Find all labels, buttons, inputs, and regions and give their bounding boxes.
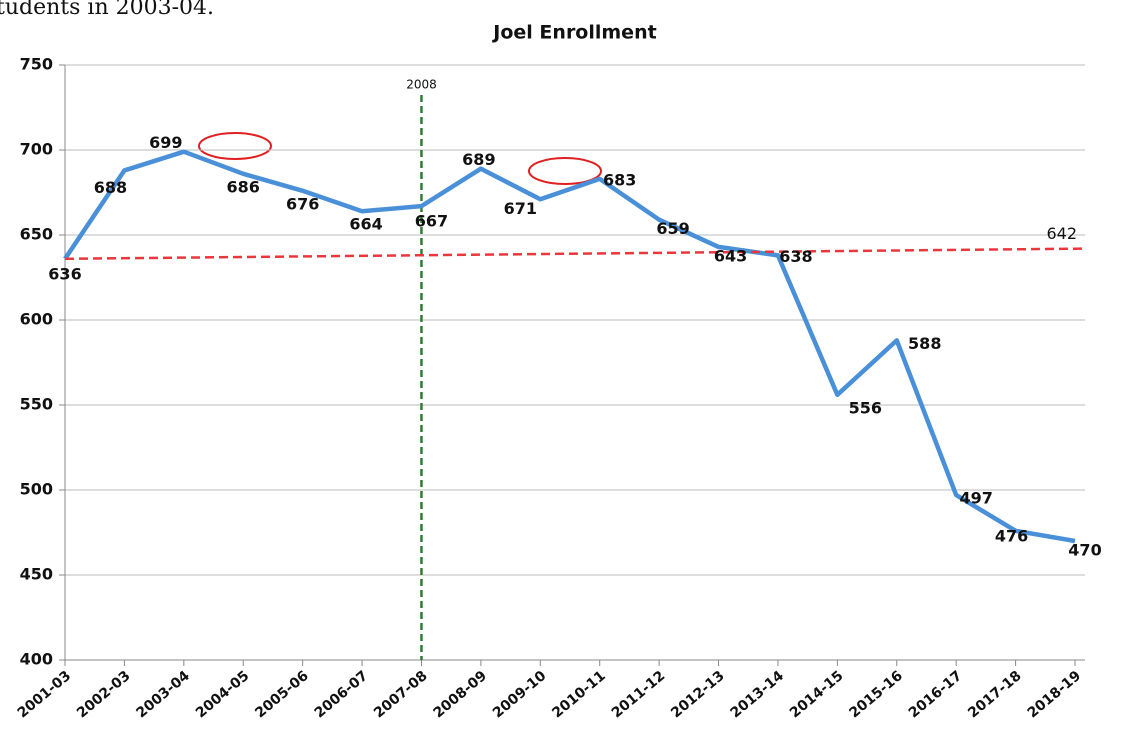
x-tick-label: 2003-04 (133, 668, 193, 722)
x-tick-label: 2005-06 (252, 668, 312, 722)
data-label: 667 (415, 212, 448, 231)
x-tick-label: 2011-12 (609, 668, 669, 722)
x-tick-label: 2016-17 (906, 668, 966, 722)
chart-title: Joel Enrollment (491, 22, 656, 44)
x-tick-label: 2014-15 (787, 668, 847, 722)
data-label: 556 (849, 398, 882, 417)
x-tick-label: 2004-05 (193, 668, 253, 722)
data-label: 686 (227, 177, 260, 196)
data-label: 671 (504, 199, 537, 218)
x-tick-label: 2008-09 (431, 668, 491, 722)
x-tick-label: 2017-18 (965, 668, 1025, 722)
data-label: 676 (286, 194, 319, 213)
data-label: 688 (94, 178, 127, 197)
header-text: tudents in 2003-04. (0, 0, 214, 20)
trend-label: 642 (1046, 224, 1077, 243)
data-label: 643 (714, 246, 747, 265)
highlight-ellipse (198, 132, 272, 160)
trend-line (64, 247, 1086, 261)
data-label: 476 (995, 526, 1028, 545)
data-label: 636 (48, 264, 81, 283)
data-label: 638 (779, 247, 812, 266)
data-line (63, 149, 1076, 544)
y-tick-label: 650 (20, 225, 53, 244)
y-tick-label: 400 (20, 650, 53, 669)
x-tick-label: 2013-14 (728, 668, 788, 722)
data-label: 683 (603, 170, 636, 189)
x-tick-label: 2009-10 (490, 668, 550, 722)
data-label: 699 (149, 133, 182, 152)
data-label: 470 (1068, 541, 1101, 560)
y-tick-label: 500 (20, 480, 53, 499)
data-label: 689 (462, 150, 495, 169)
data-label: 497 (959, 489, 992, 508)
highlight-ellipse (528, 157, 602, 185)
y-tick-label: 550 (20, 395, 53, 414)
y-tick-label: 600 (20, 310, 53, 329)
y-tick-label: 700 (20, 140, 53, 159)
x-tick-label: 2002-03 (74, 668, 134, 722)
vline-label: 2008 (406, 78, 437, 92)
x-tick-label: 2012-13 (668, 668, 728, 722)
x-tick-label: 2018-19 (1025, 668, 1085, 722)
data-label: 664 (349, 215, 382, 234)
data-label: 659 (656, 219, 689, 238)
x-tick-label: 2015-16 (846, 668, 906, 722)
x-tick-label: 2001-03 (15, 668, 75, 722)
x-tick-label: 2006-07 (312, 668, 372, 722)
y-tick-label: 450 (20, 565, 53, 584)
x-tick-label: 2010-11 (549, 668, 609, 722)
x-tick-label: 2007-08 (371, 668, 431, 722)
y-tick-label: 750 (20, 55, 53, 74)
data-label: 588 (908, 334, 941, 353)
